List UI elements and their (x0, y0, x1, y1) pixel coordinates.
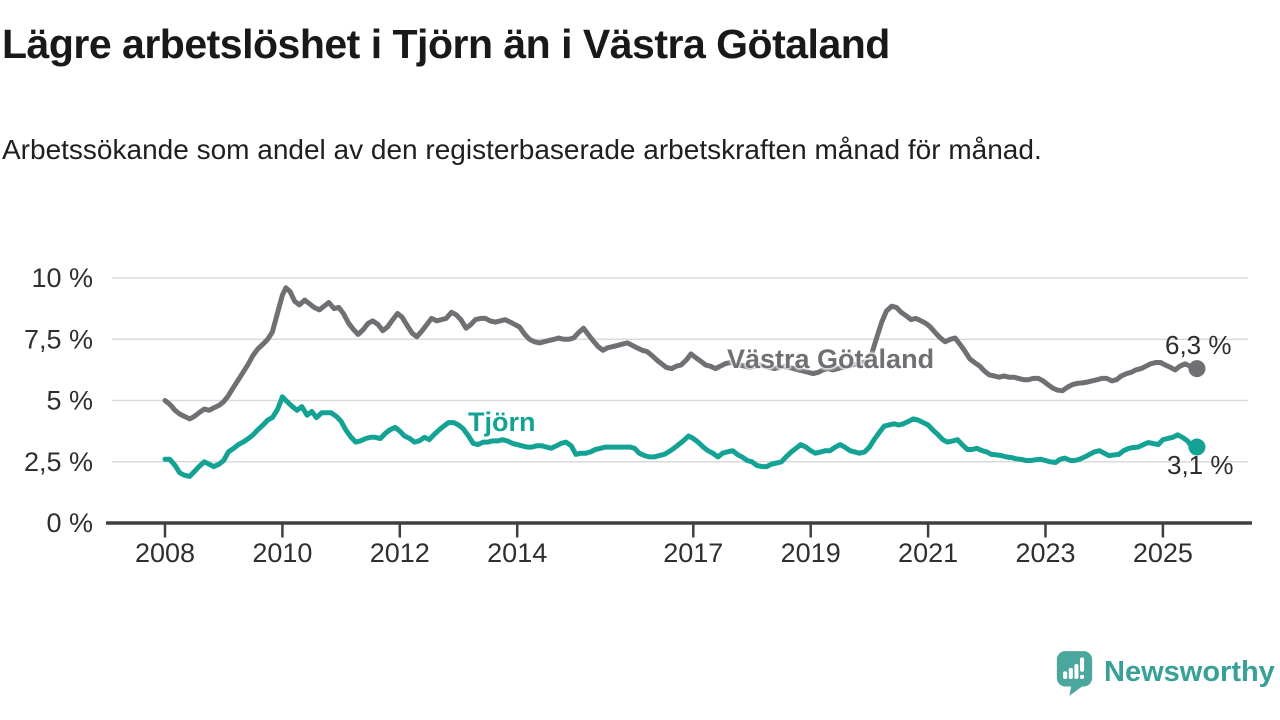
bar-chart-glyph (1063, 657, 1085, 679)
y-axis-tick-label: 2,5 % (24, 447, 93, 477)
y-axis-tick-label: 7,5 % (24, 324, 93, 354)
y-axis-tick-label: 5 % (46, 386, 93, 416)
y-axis-tick-label: 0 % (46, 508, 93, 538)
chart-subtitle: Arbetssökande som andel av den registerb… (2, 134, 1042, 165)
newsworthy-logo-text: Newsworthy (1104, 656, 1275, 688)
x-axis-tick-label: 2023 (1015, 538, 1075, 568)
y-axis-tick-label: 10 % (31, 263, 93, 293)
newsworthy-logo-icon (1056, 651, 1093, 696)
end-value-label-vastra-gotaland: 6,3 % (1165, 330, 1232, 360)
x-axis-tick-label: 2017 (663, 538, 723, 568)
end-value-label-tjorn: 3,1 % (1167, 450, 1234, 480)
newsworthy-logo[interactable]: Newsworthy (1056, 650, 1275, 696)
x-axis-tick-label: 2008 (135, 538, 195, 568)
series-label-vastra-gotaland: Västra Götaland (727, 344, 935, 374)
end-dot-tj-rn (1188, 438, 1206, 456)
page-title: Lägre arbetslöshet i Tjörn än i Västra G… (2, 21, 890, 67)
x-axis-tick-label: 2012 (370, 538, 430, 568)
x-axis-tick-label: 2025 (1133, 538, 1193, 568)
series-line-tj-rn (162, 394, 1200, 479)
series-line-v-stra-g-taland (162, 285, 1200, 422)
end-dot-v-stra-g-taland (1188, 360, 1206, 378)
series-label-tjorn: Tjörn (468, 407, 536, 437)
x-axis-tick-label: 2014 (487, 538, 547, 568)
x-axis-tick-label: 2010 (252, 538, 312, 568)
x-axis-tick-label: 2021 (898, 538, 958, 568)
x-axis-tick-label: 2019 (781, 538, 841, 568)
